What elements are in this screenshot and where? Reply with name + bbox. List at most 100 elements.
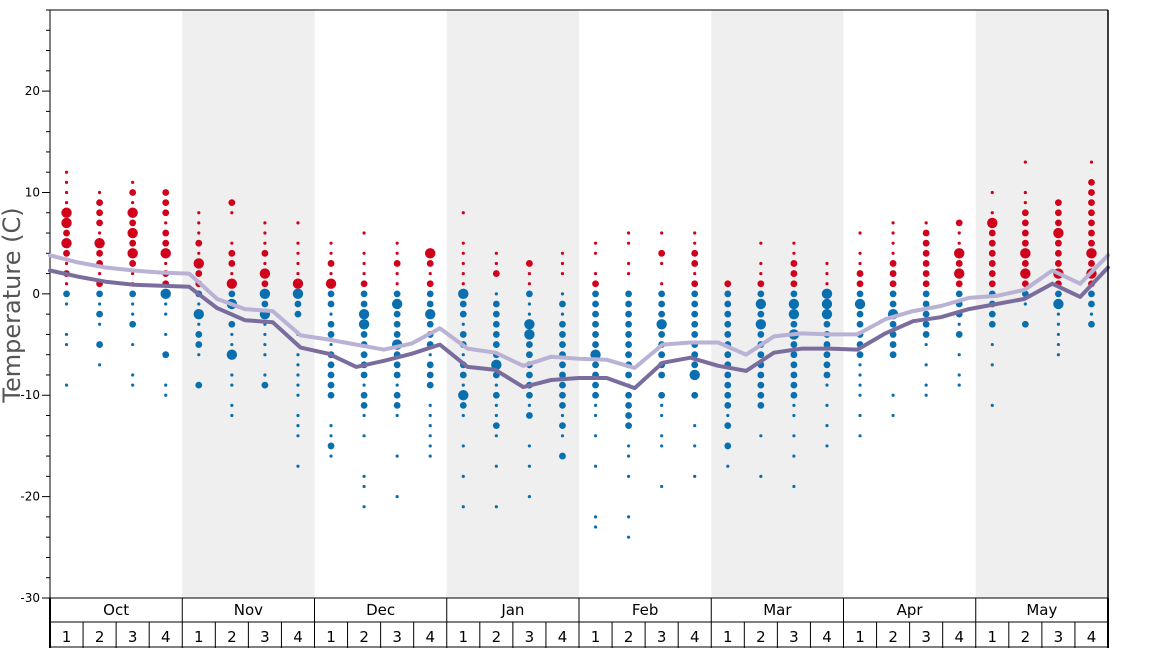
- temperature-dot: [724, 381, 732, 389]
- temperature-dot: [693, 474, 697, 478]
- temperature-dot: [691, 391, 699, 399]
- temperature-dot: [261, 300, 269, 308]
- month-band: [182, 10, 315, 598]
- temperature-dot: [1089, 312, 1094, 316]
- temperature-dot: [193, 308, 204, 320]
- temperature-dot: [559, 300, 566, 308]
- temperature-dot: [160, 248, 171, 259]
- temperature-dot: [592, 391, 599, 399]
- temperature-dot: [1056, 353, 1061, 357]
- temperature-dot: [329, 342, 333, 347]
- temperature-dot: [492, 320, 500, 328]
- temperature-dot: [593, 413, 598, 418]
- temperature-dot: [592, 300, 599, 308]
- temperature-dot: [1055, 239, 1062, 247]
- temperature-dot: [625, 351, 632, 359]
- temperature-dot: [1055, 290, 1062, 298]
- week-label: 3: [128, 628, 138, 646]
- temperature-dot: [592, 331, 599, 338]
- temperature-dot: [362, 261, 366, 266]
- temperature-dot: [691, 320, 699, 328]
- temperature-dot: [127, 248, 138, 259]
- week-label: 2: [1021, 628, 1031, 646]
- temperature-dot: [327, 391, 335, 399]
- temperature-dot: [426, 320, 434, 328]
- temperature-dot: [825, 444, 829, 448]
- temperature-dot: [358, 308, 370, 320]
- week-label: 4: [822, 628, 832, 646]
- temperature-dot: [1088, 178, 1095, 186]
- temperature-dot: [954, 268, 965, 279]
- temperature-dot: [790, 320, 798, 328]
- temperature-dot: [987, 217, 998, 229]
- temperature-dot: [461, 353, 465, 357]
- temperature-dot: [626, 535, 631, 539]
- temperature-dot: [327, 442, 335, 450]
- temperature-dot: [757, 331, 765, 338]
- temperature-dot: [426, 280, 434, 288]
- temperature-dot: [197, 322, 201, 326]
- temperature-dot: [261, 381, 269, 389]
- week-label: 1: [326, 628, 336, 646]
- temperature-dot: [492, 422, 500, 430]
- temperature-dot: [790, 371, 798, 379]
- temperature-dot: [559, 422, 566, 430]
- temperature-dot: [990, 211, 994, 215]
- temperature-dot: [858, 363, 862, 367]
- temperature-dot: [658, 371, 666, 379]
- temperature-dot: [858, 383, 862, 387]
- temperature-dot: [856, 320, 864, 328]
- temperature-dot: [858, 413, 862, 418]
- temperature-dot: [724, 391, 732, 399]
- temperature-dot: [922, 270, 930, 277]
- y-axis: -30 -20 -10 0 10 20: [20, 9, 51, 605]
- temperature-dot: [891, 413, 895, 418]
- temperature-dot: [693, 271, 697, 276]
- y-tick-label: -20: [20, 490, 40, 504]
- temperature-dot: [790, 341, 798, 348]
- temperature-dot: [492, 331, 500, 338]
- temperature-dot: [1021, 320, 1029, 328]
- temperature-dot: [891, 241, 895, 245]
- week-label: 2: [227, 628, 237, 646]
- temperature-dot: [197, 251, 201, 255]
- temperature-dot: [97, 322, 102, 326]
- temperature-dot: [924, 342, 928, 347]
- temperature-dot: [162, 229, 170, 237]
- temperature-dot: [658, 290, 666, 298]
- temperature-dot: [492, 310, 500, 318]
- temperature-dot: [792, 403, 796, 407]
- temperature-dot: [856, 280, 864, 288]
- temperature-dot: [856, 310, 864, 318]
- temperature-dot: [263, 332, 267, 337]
- temperature-dot: [559, 401, 566, 409]
- temperature-dot: [160, 288, 171, 300]
- temperature-dot: [757, 371, 765, 379]
- temperature-dot: [360, 391, 368, 399]
- temperature-dot: [526, 341, 533, 348]
- temperature-dot: [226, 278, 238, 289]
- temperature-dot: [164, 261, 168, 266]
- temperature-dot: [955, 290, 963, 298]
- temperature-dot: [329, 271, 333, 276]
- temperature-dot: [131, 180, 135, 184]
- temperature-dot: [1086, 248, 1097, 259]
- temperature-dot: [660, 282, 664, 286]
- temperature-dot: [131, 342, 135, 347]
- temperature-dot: [924, 383, 928, 387]
- temperature-dot: [296, 353, 300, 357]
- temperature-dot: [988, 320, 996, 328]
- temperature-dot: [96, 310, 103, 318]
- temperature-dot: [592, 320, 599, 328]
- temperature-dot: [292, 278, 304, 289]
- temperature-dot: [559, 331, 566, 338]
- week-label: 1: [723, 628, 733, 646]
- temperature-dot: [426, 290, 434, 298]
- temperature-dot: [428, 403, 432, 407]
- temperature-dot: [97, 302, 102, 306]
- temperature-dot: [461, 271, 465, 276]
- temperature-dot: [691, 260, 699, 267]
- temperature-dot: [988, 310, 996, 318]
- temperature-dot: [395, 271, 399, 276]
- temperature-dot: [195, 381, 203, 389]
